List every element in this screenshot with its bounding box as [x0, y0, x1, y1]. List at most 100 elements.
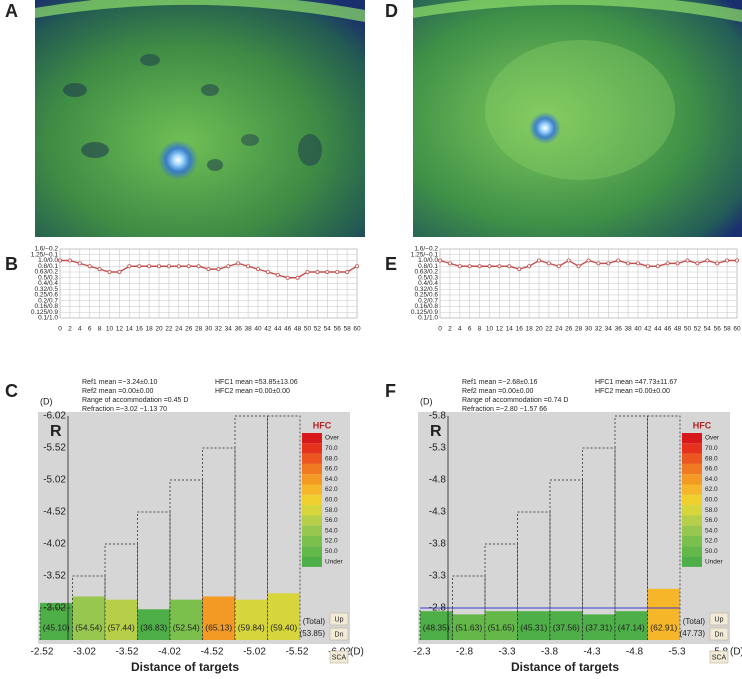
y-tick-label: 1.0/0.0 — [418, 257, 438, 264]
x-tick-label: 6 — [88, 326, 92, 333]
x-tick-label: -2.52 — [31, 647, 54, 658]
legend-title: HFC — [313, 420, 332, 430]
point — [236, 261, 241, 266]
legend-swatch — [682, 525, 702, 536]
point — [255, 267, 260, 272]
x-tick-label: 34 — [605, 326, 613, 333]
legend-label: 62.0 — [325, 486, 338, 493]
point — [537, 258, 542, 263]
legend-swatch — [302, 463, 322, 475]
response-band — [267, 593, 300, 640]
legend-label: 66.0 — [325, 466, 338, 473]
legend-swatch — [302, 433, 322, 444]
point — [275, 272, 280, 277]
x-tick-label: 38 — [244, 326, 252, 333]
x-tick-label: 40 — [254, 326, 262, 333]
point — [58, 258, 63, 263]
button-bg[interactable] — [709, 650, 729, 664]
button-bg[interactable] — [709, 627, 729, 641]
point — [315, 269, 320, 274]
x-tick-label: 56 — [714, 326, 722, 333]
legend-label: 56.0 — [705, 517, 718, 524]
stat-text: Ref2 mean =0.00±0.00 — [82, 388, 153, 395]
point — [715, 261, 720, 266]
button-bg[interactable] — [329, 627, 349, 641]
total-title: (Total) — [303, 617, 326, 626]
button-label[interactable]: SCA — [332, 654, 347, 661]
legend-label: 64.0 — [325, 476, 338, 483]
stat-text: Range of accommodation =0.74 D — [462, 397, 568, 404]
x-tick-label: 30 — [585, 326, 593, 333]
button-label[interactable]: Up — [335, 616, 344, 623]
point — [345, 269, 350, 274]
legend-swatch — [302, 474, 322, 485]
value-label: (51.63) — [455, 622, 482, 632]
response-band — [647, 588, 680, 640]
response-band — [137, 609, 170, 640]
legend-swatch — [682, 433, 702, 444]
x-tick-label: 28 — [575, 326, 583, 333]
button-label[interactable]: Dn — [715, 631, 724, 638]
x-tick-label: -3.3 — [498, 647, 516, 658]
legend-label: 50.0 — [325, 548, 338, 555]
legend-swatch — [302, 556, 322, 567]
y-tick-label: 0.5/0.3 — [38, 274, 58, 281]
response-band — [582, 614, 615, 640]
y-tick-label: 0.63/0.2 — [415, 269, 439, 276]
x-tick-label: 6 — [468, 326, 472, 333]
x-tick-label: 18 — [525, 326, 533, 333]
point — [97, 267, 102, 272]
button-label[interactable]: Dn — [335, 631, 344, 638]
x-tick-label: 0 — [58, 326, 62, 333]
button-bg[interactable] — [329, 650, 349, 664]
legend-swatch — [682, 505, 702, 516]
x-tick-label: 4 — [458, 326, 462, 333]
legend-label: 66.0 — [705, 466, 718, 473]
y-tick-label: -3.52 — [43, 571, 66, 582]
panel-label: F — [385, 381, 396, 401]
button-bg[interactable] — [329, 612, 349, 626]
stat-text: HFC2 mean =0.00±0.00 — [595, 388, 670, 395]
legend-swatch — [302, 453, 322, 464]
point — [77, 261, 82, 266]
point — [305, 269, 310, 274]
legend-label: 54.0 — [705, 527, 718, 534]
point — [487, 264, 492, 269]
x-tick-label: 44 — [274, 326, 282, 333]
photo-d — [413, 0, 742, 237]
legend-swatch — [682, 463, 702, 475]
x-tick-label: 18 — [145, 326, 153, 333]
point — [457, 264, 462, 269]
point — [685, 258, 690, 263]
button-label[interactable]: SCA — [712, 654, 727, 661]
y-tick-label: 1.6/−0.2 — [34, 246, 58, 253]
point — [655, 264, 660, 269]
x-tick-label: 36 — [235, 326, 243, 333]
x-tick-label: 60 — [353, 326, 361, 333]
point — [665, 261, 670, 266]
y-tick-label: 1.0/0.0 — [38, 257, 58, 264]
legend-label: 58.0 — [705, 507, 718, 514]
point — [616, 258, 621, 263]
y-tick-label: 0.32/0.5 — [35, 286, 59, 293]
stat-text: Ref1 mean =−2.68±0.16 — [462, 379, 538, 386]
y-tick-label: 0.2/0.7 — [418, 297, 438, 304]
legend-label: 62.0 — [705, 486, 718, 493]
legend-label: Under — [325, 558, 344, 565]
legend-label: 52.0 — [705, 538, 718, 545]
stimulus-step — [267, 415, 301, 640]
button-bg[interactable] — [709, 612, 729, 626]
x-tick-label: 10 — [106, 326, 114, 333]
point — [566, 258, 571, 263]
x-tick-label: 2 — [448, 326, 452, 333]
point — [265, 269, 270, 274]
x-tick-label: 48 — [674, 326, 682, 333]
x-tick-label: 32 — [215, 326, 223, 333]
y-tick-label: 0.4/0.4 — [418, 280, 438, 287]
y-tick-label: 0.63/0.2 — [35, 269, 59, 276]
y-tick-label: 0.1/1.0 — [418, 315, 438, 322]
x-tick-label: 48 — [294, 326, 302, 333]
point — [176, 264, 181, 269]
y-unit: (D) — [40, 396, 53, 406]
button-label[interactable]: Up — [715, 616, 724, 623]
